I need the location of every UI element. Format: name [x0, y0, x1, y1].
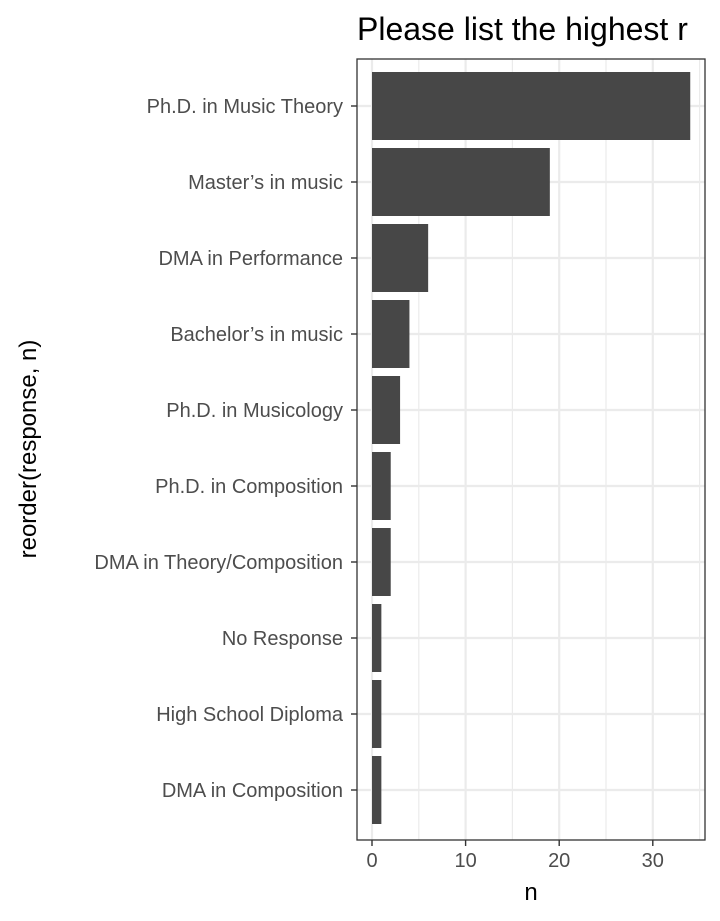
y-tick-label: No Response	[222, 628, 343, 650]
y-tick-label: Ph.D. in Composition	[155, 476, 343, 498]
x-axis-title: n	[524, 879, 537, 906]
bar	[372, 148, 550, 216]
x-axis-ticks: 0 10 20 30	[366, 840, 664, 872]
x-tick-label: 0	[366, 850, 377, 872]
bar	[372, 224, 429, 292]
x-tick-label: 30	[642, 850, 664, 872]
y-tick-label: DMA in Theory/Composition	[94, 552, 343, 574]
y-axis-ticks: Ph.D. in Music Theory Master’s in music DM…	[94, 96, 357, 802]
y-tick-label: DMA in Performance	[158, 248, 343, 270]
bar	[372, 300, 410, 368]
bars	[372, 72, 691, 824]
y-tick-label: High School Diploma	[156, 704, 344, 726]
bar	[372, 528, 391, 596]
y-tick-label: Bachelor’s in music	[170, 324, 343, 346]
y-tick-label: Ph.D. in Musicology	[166, 400, 343, 422]
x-tick-label: 10	[454, 850, 476, 872]
y-tick-label: Master’s in music	[188, 172, 343, 194]
bar	[372, 452, 391, 520]
bar	[372, 604, 382, 672]
x-tick-label: 20	[548, 850, 570, 872]
bar	[372, 72, 691, 140]
bar	[372, 680, 382, 748]
bar	[372, 376, 401, 444]
panel-border	[356, 58, 706, 841]
y-tick-label: DMA in Composition	[162, 780, 343, 802]
bar	[372, 756, 382, 824]
y-tick-label: Ph.D. in Music Theory	[147, 96, 343, 118]
y-axis-title: reorder(response, n)	[15, 340, 42, 559]
chart-title: Please list the highest r	[357, 11, 688, 47]
